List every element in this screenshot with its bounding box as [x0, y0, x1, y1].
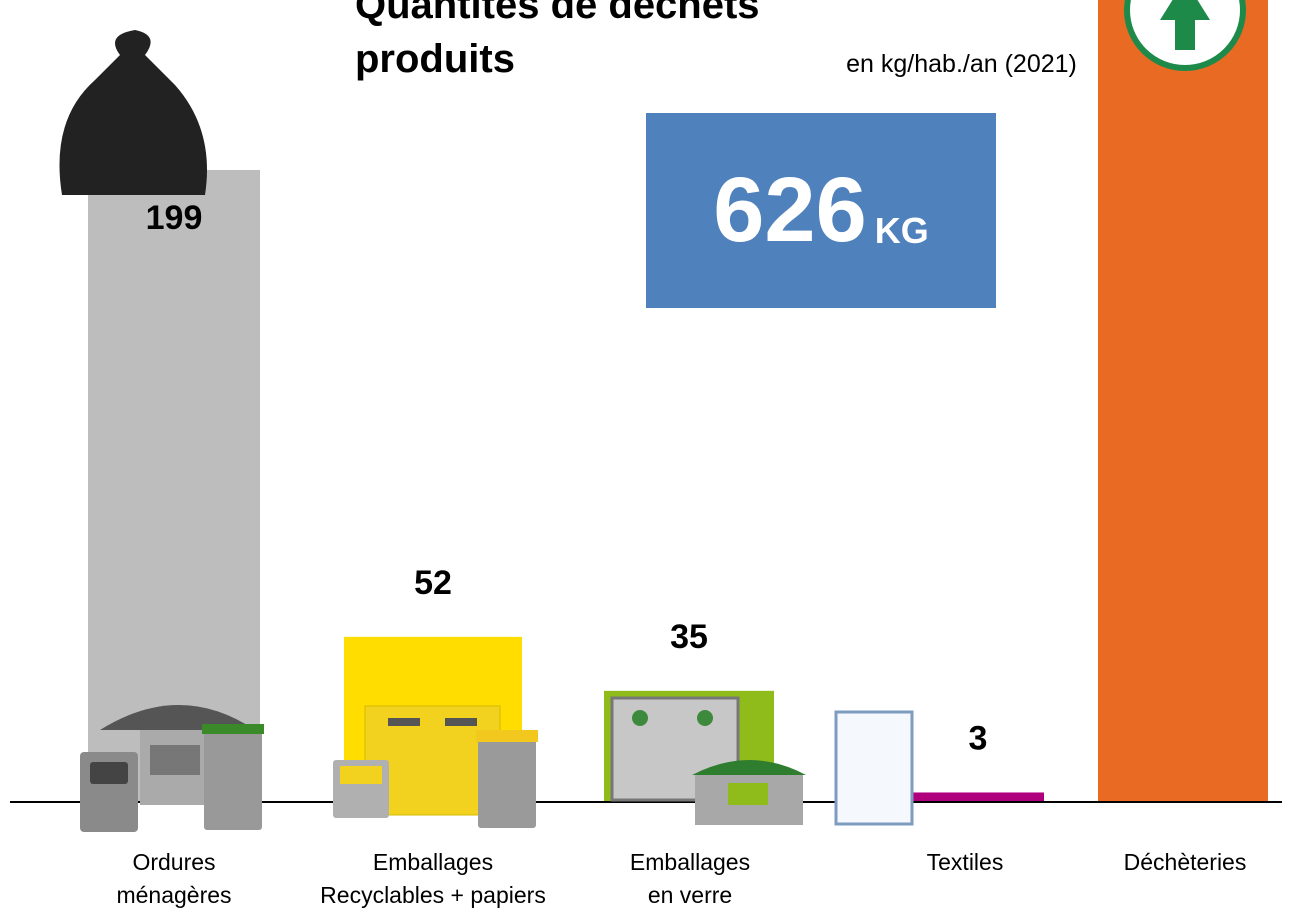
bin [728, 783, 768, 805]
bin [445, 718, 477, 726]
value-label: 52 [414, 564, 452, 602]
bin [90, 762, 128, 784]
value-label: 35 [670, 618, 708, 656]
bin [632, 710, 648, 726]
value-label: 3 [969, 719, 988, 757]
bin [388, 718, 420, 726]
category-label: Déchèteries [1035, 846, 1291, 879]
category-label: Ordures ménagères [24, 846, 324, 912]
bin [202, 724, 264, 734]
bin [697, 710, 713, 726]
bin [836, 712, 912, 824]
bin [340, 766, 382, 784]
value-label: 199 [146, 199, 203, 237]
category-label: Emballages en verre [540, 846, 840, 912]
infographic: 199 52 35 3 Quantités de déchets produits e… [0, 0, 1291, 916]
chart-title: Quantités de déchets produits en kg/hab.… [355, 0, 1077, 91]
bar [912, 792, 1044, 802]
trash-bag [59, 30, 207, 195]
total-unit: KG [875, 210, 929, 252]
bin [478, 738, 536, 828]
title-text: Quantités de déchets produits [355, 0, 835, 86]
total-value: 626 [713, 158, 867, 263]
subtitle: en kg/hab./an (2021) [846, 50, 1077, 78]
bin [476, 730, 538, 742]
bar [1098, 0, 1268, 802]
bin [204, 730, 262, 830]
bin [150, 745, 200, 775]
category-label: Emballages Recyclables + papiers [283, 846, 583, 912]
